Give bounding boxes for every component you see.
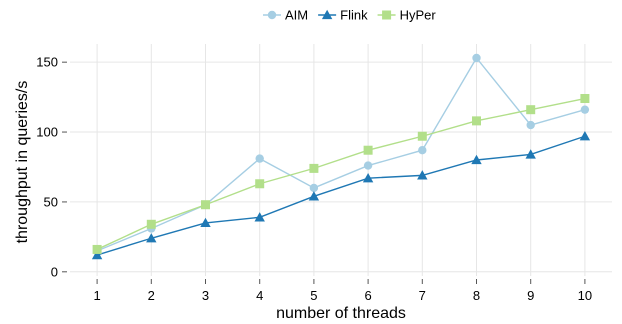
x-tick-label: 6 <box>364 288 371 303</box>
data-point-flink <box>525 149 536 159</box>
legend-marker-hyper <box>382 10 392 20</box>
legend-item-flink: Flink <box>318 8 368 23</box>
series-aim <box>92 53 590 256</box>
legend-label-hyper: HyPer <box>400 8 437 23</box>
series-layer <box>91 53 591 260</box>
data-point-hyper <box>417 131 427 141</box>
data-point-flink <box>146 233 157 243</box>
x-tick-label: 2 <box>148 288 155 303</box>
y-tick-label: 50 <box>44 194 58 209</box>
series-line-aim <box>96 56 586 252</box>
x-tick-label: 10 <box>578 288 592 303</box>
legend-item-aim: AIM <box>263 8 308 23</box>
data-point-hyper <box>146 219 156 229</box>
data-point-hyper <box>526 105 536 115</box>
x-tick-label: 9 <box>527 288 534 303</box>
data-point-hyper <box>580 94 590 104</box>
data-point-aim <box>580 105 590 114</box>
x-tick-label: 5 <box>310 288 317 303</box>
data-point-flink <box>362 172 374 183</box>
legend-item-hyper: HyPer <box>377 8 437 23</box>
data-point-aim <box>255 154 264 163</box>
data-point-aim <box>363 161 373 170</box>
y-tick-label: 0 <box>51 264 58 279</box>
legend-marker-flink <box>321 9 333 20</box>
series-flink <box>91 131 591 260</box>
data-point-flink <box>91 249 103 260</box>
y-tick-label: 150 <box>36 55 58 70</box>
legend-label-aim: AIM <box>285 8 308 23</box>
x-tick-label: 3 <box>202 288 209 303</box>
data-point-aim <box>472 53 481 63</box>
data-point-flink <box>200 217 211 228</box>
legend-label-flink: Flink <box>340 8 368 23</box>
data-point-flink <box>254 212 265 222</box>
legend-marker-aim <box>267 10 277 20</box>
x-tick-label: 7 <box>419 288 426 303</box>
x-tick-label: 1 <box>93 288 100 303</box>
legend: AIM Flink HyPer <box>263 8 436 23</box>
series-line-flink <box>96 135 586 256</box>
x-tick-label: 8 <box>473 288 480 303</box>
series-hyper <box>92 94 590 254</box>
data-point-hyper <box>255 179 265 189</box>
x-axis-title: number of threads <box>276 305 406 322</box>
series-line-hyper <box>96 97 586 251</box>
y-tick-label: 100 <box>36 125 58 140</box>
data-point-flink <box>471 154 482 165</box>
y-axis-title: throughput in queries/s <box>14 81 31 244</box>
data-point-aim <box>526 120 535 130</box>
grid <box>70 44 612 276</box>
data-point-aim <box>309 183 319 193</box>
data-point-flink <box>579 131 591 141</box>
data-point-hyper <box>92 244 102 254</box>
data-point-flink <box>417 170 428 180</box>
data-point-aim <box>418 146 427 155</box>
data-point-hyper <box>309 163 319 173</box>
x-tick-label: 4 <box>256 288 263 303</box>
data-point-hyper <box>363 145 373 155</box>
data-point-hyper <box>472 116 481 126</box>
data-point-flink <box>308 191 320 201</box>
data-point-hyper <box>201 200 210 210</box>
